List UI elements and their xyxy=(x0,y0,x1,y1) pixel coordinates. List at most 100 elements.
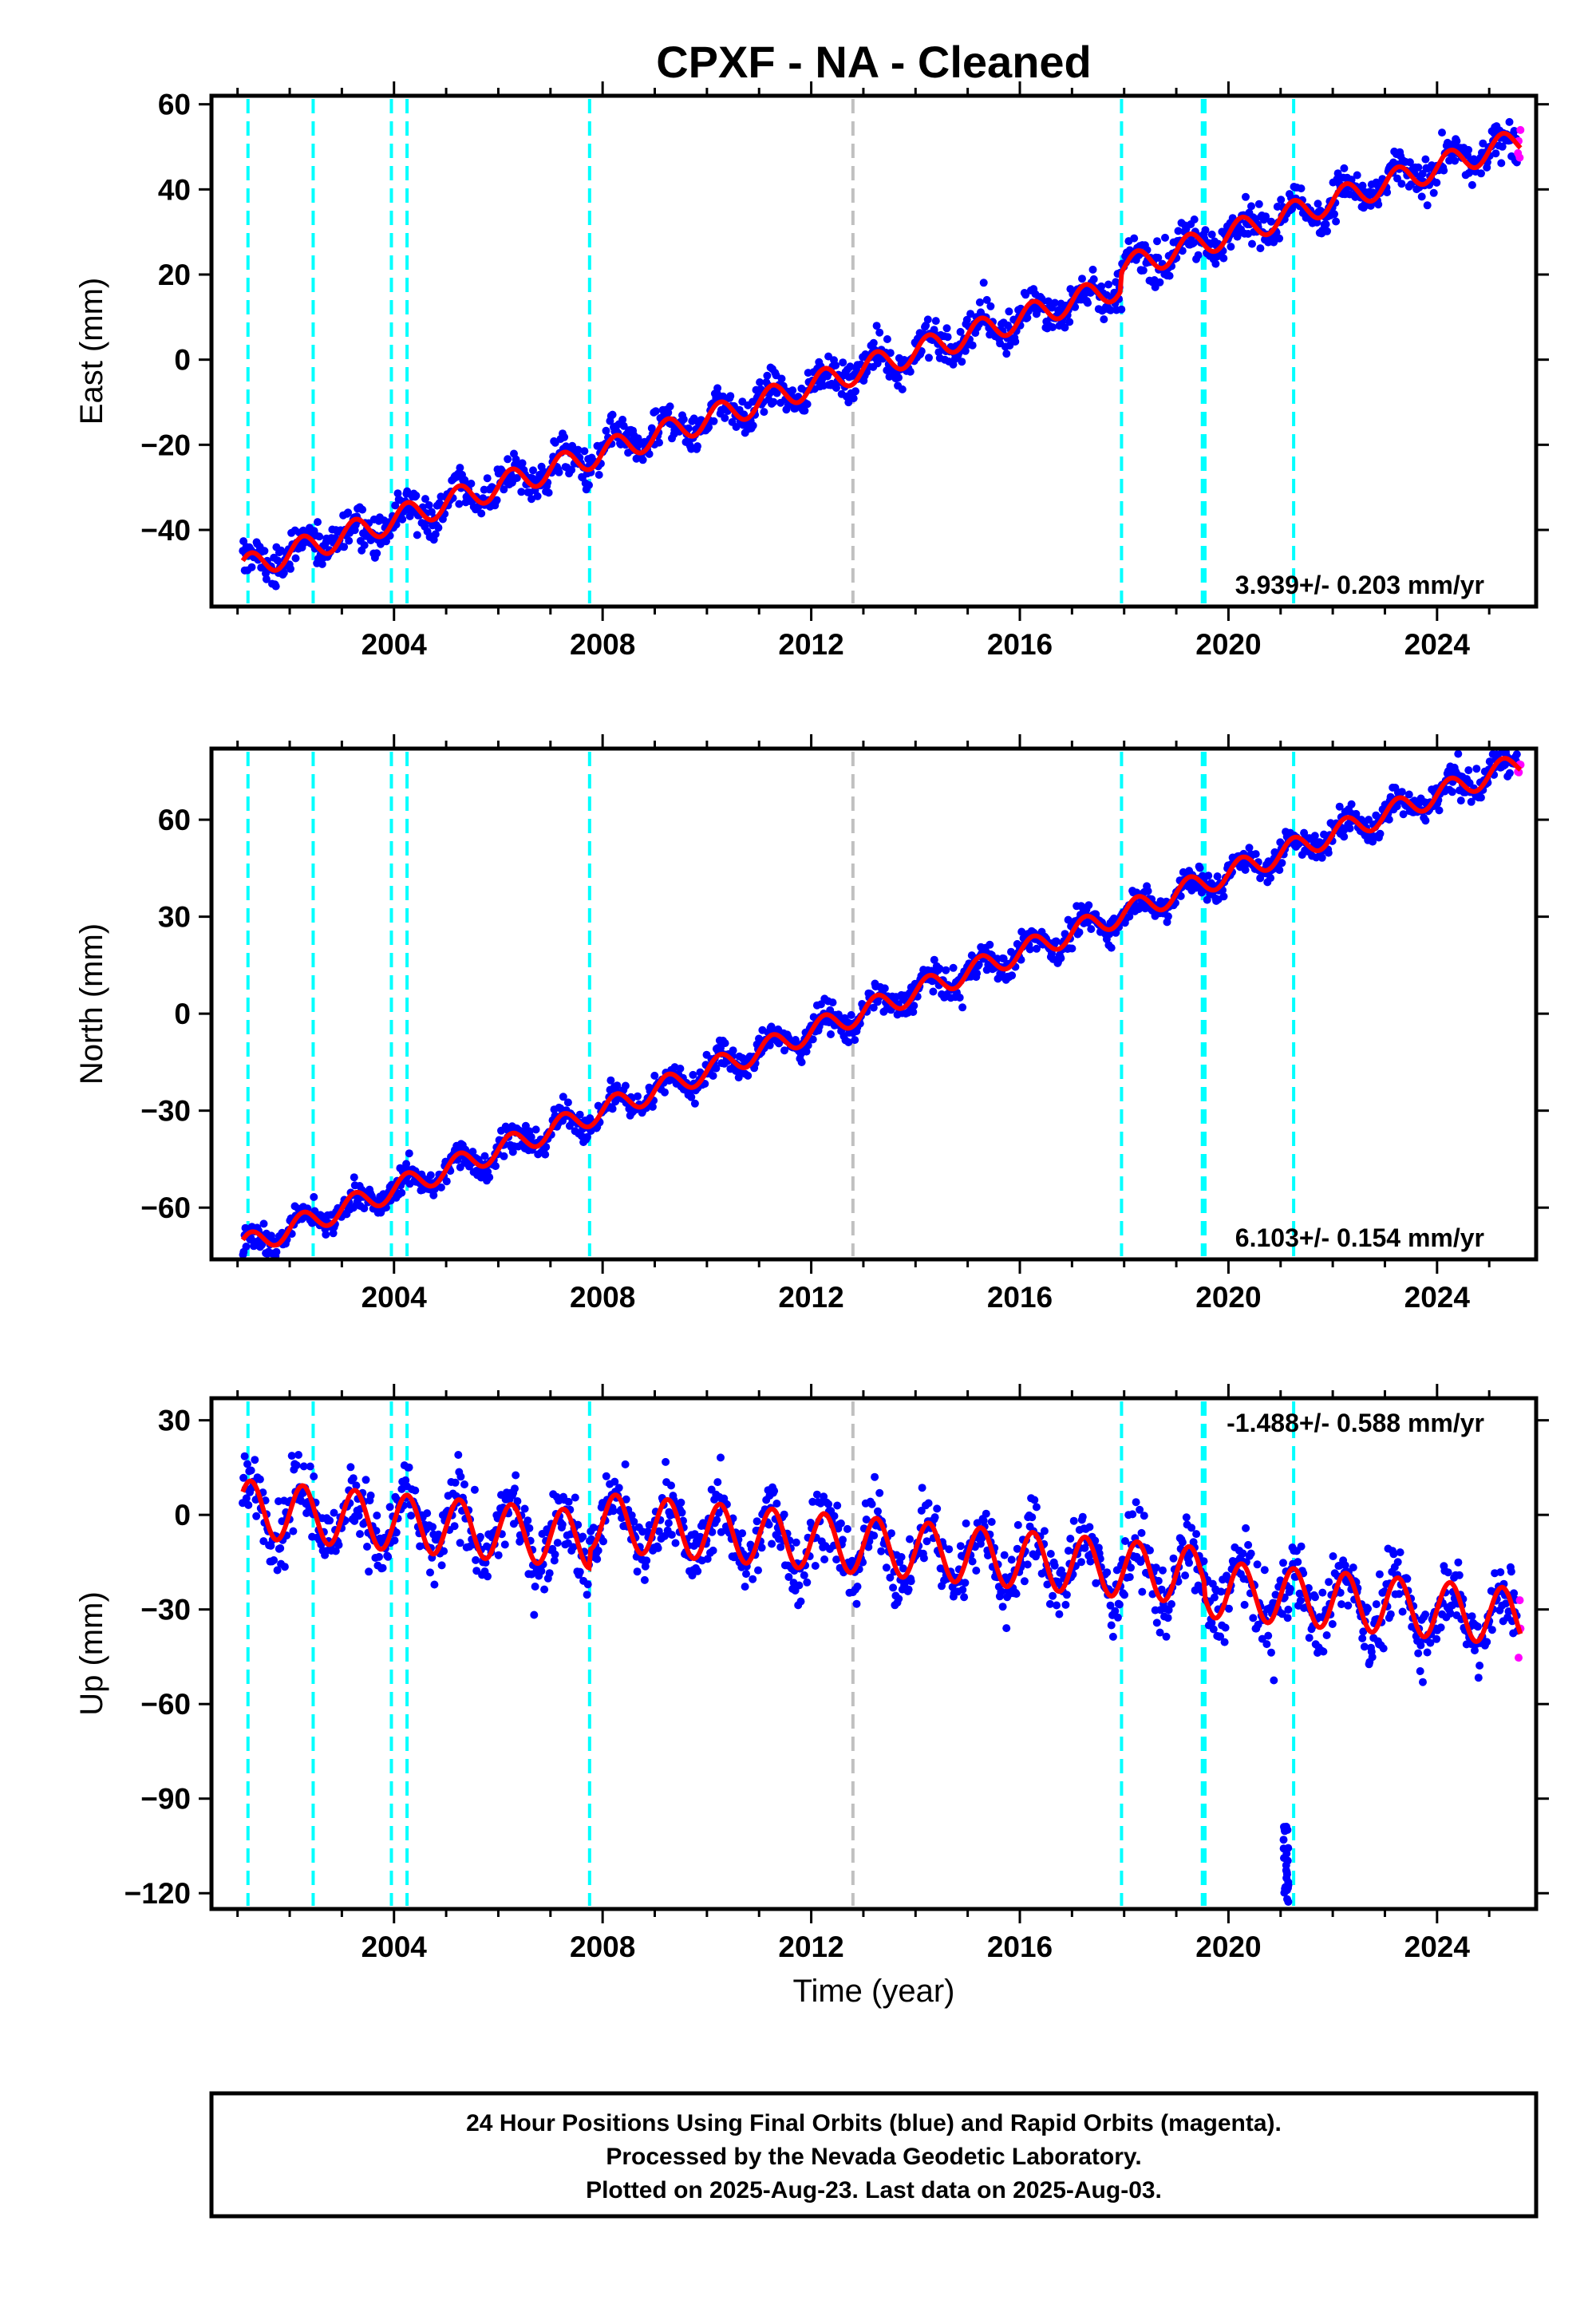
final-orbit-point xyxy=(1296,1596,1305,1605)
final-orbit-point xyxy=(314,518,322,527)
final-orbit-point xyxy=(1297,1542,1306,1551)
final-orbit-point xyxy=(558,1520,567,1529)
final-orbit-point xyxy=(373,1512,381,1520)
final-orbit-point xyxy=(456,1539,464,1547)
final-orbit-point xyxy=(1279,1836,1288,1844)
final-orbit-point xyxy=(1084,298,1092,307)
final-orbit-point xyxy=(1247,202,1255,211)
final-orbit-point xyxy=(1280,1888,1289,1897)
final-orbit-point xyxy=(277,546,286,555)
final-orbit-point xyxy=(456,464,464,472)
final-orbit-point xyxy=(564,1497,573,1506)
final-orbit-point xyxy=(655,438,663,447)
final-orbit-point xyxy=(930,1513,939,1522)
y-axis-ticks: −40 −20 0 20 40 60 xyxy=(140,89,1549,547)
final-orbit-point xyxy=(1507,1567,1515,1576)
x-tick-label: 2012 xyxy=(778,1931,843,1963)
final-orbit-point xyxy=(1451,156,1460,165)
final-orbit-point xyxy=(373,549,381,558)
final-orbit-point xyxy=(517,488,526,496)
final-orbit-point xyxy=(1120,1591,1128,1599)
final-orbit-point xyxy=(1284,1605,1293,1614)
final-orbit-point xyxy=(1115,1600,1124,1609)
final-orbit-point xyxy=(1260,1566,1269,1575)
final-orbit-point xyxy=(1178,1538,1187,1547)
final-orbit-point xyxy=(689,1070,697,1079)
final-orbit-point xyxy=(273,556,282,565)
final-orbit-point xyxy=(1245,844,1254,852)
final-orbit-point xyxy=(455,500,464,508)
final-orbit-point xyxy=(276,1544,285,1552)
final-orbit-point xyxy=(365,1567,373,1576)
final-orbit-point xyxy=(1448,788,1456,796)
final-orbit-point xyxy=(1163,912,1172,921)
final-orbit-point xyxy=(1023,1560,1032,1569)
final-orbit-point xyxy=(853,1583,862,1591)
final-orbit-point xyxy=(709,417,718,425)
final-orbit-point xyxy=(378,1563,387,1572)
y-axis-label: North (mm) xyxy=(74,923,109,1085)
final-orbit-point xyxy=(744,1071,753,1080)
final-orbit-point xyxy=(1053,1601,1061,1610)
final-orbit-point xyxy=(361,1476,370,1484)
final-orbit-point xyxy=(585,480,593,489)
final-orbit-point xyxy=(1275,866,1284,875)
final-orbit-point xyxy=(1000,1551,1009,1559)
final-orbit-point xyxy=(1103,1568,1112,1577)
final-orbit-point xyxy=(1195,864,1204,872)
final-orbit-point xyxy=(1244,1540,1253,1549)
final-orbit-point xyxy=(922,321,930,330)
rapid-orbit-point xyxy=(1515,153,1524,162)
final-orbit-point xyxy=(251,1456,259,1464)
final-orbit-point xyxy=(945,1545,954,1554)
final-orbit-point xyxy=(1242,1524,1250,1532)
final-orbit-point xyxy=(1012,1590,1021,1599)
final-orbit-point xyxy=(442,1177,451,1186)
final-orbit-point xyxy=(1139,266,1148,275)
x-tick-label: 2008 xyxy=(570,1931,635,1963)
final-orbit-point xyxy=(1088,265,1097,274)
final-orbit-point xyxy=(1476,793,1485,802)
final-orbit-point xyxy=(1340,832,1349,841)
final-orbit-point xyxy=(541,1150,550,1159)
final-orbit-point xyxy=(407,1512,416,1520)
final-orbit-point xyxy=(1159,1566,1167,1575)
final-orbit-point xyxy=(907,1577,915,1586)
final-orbit-point xyxy=(512,1471,520,1480)
final-orbit-point xyxy=(645,449,654,458)
final-orbit-point xyxy=(618,415,627,424)
final-orbit-point xyxy=(1046,1550,1055,1558)
final-orbit-point xyxy=(849,394,858,403)
final-orbit-point xyxy=(595,471,603,479)
final-orbit-point xyxy=(949,963,958,972)
final-orbit-point xyxy=(1305,1634,1314,1642)
final-orbit-point xyxy=(1055,1610,1064,1618)
final-orbit-point xyxy=(1130,234,1139,243)
final-orbit-point xyxy=(1020,1577,1029,1586)
final-orbit-point xyxy=(820,1555,829,1563)
final-orbit-point xyxy=(919,1554,928,1563)
final-orbit-point xyxy=(895,373,903,382)
final-orbit-point xyxy=(768,1539,776,1548)
final-orbit-point xyxy=(1397,180,1406,188)
final-orbit-point xyxy=(1379,1644,1388,1653)
final-orbit-point xyxy=(650,1071,659,1080)
final-orbit-point xyxy=(1317,853,1326,862)
final-orbit-point xyxy=(1414,1649,1423,1658)
final-orbit-point xyxy=(1097,282,1106,290)
final-orbit-point xyxy=(1161,233,1169,242)
final-orbit-point xyxy=(1117,305,1126,314)
final-orbit-point xyxy=(1178,247,1187,255)
final-orbit-point xyxy=(843,1524,851,1533)
x-tick-label: 2012 xyxy=(778,628,843,661)
final-orbit-point xyxy=(1282,1861,1290,1870)
final-orbit-point xyxy=(942,966,950,974)
final-orbit-point xyxy=(1100,315,1108,324)
final-orbit-point xyxy=(961,1579,970,1587)
final-orbit-point xyxy=(472,1555,480,1564)
final-orbit-point xyxy=(405,1149,413,1158)
final-orbit-point xyxy=(836,1519,845,1528)
final-orbit-point xyxy=(968,341,977,350)
final-orbit-point xyxy=(1127,1563,1135,1572)
east-panel: −40 −20 0 20 40 60 2004 2008 2012 2016 2020 2024 E… xyxy=(74,81,1549,661)
